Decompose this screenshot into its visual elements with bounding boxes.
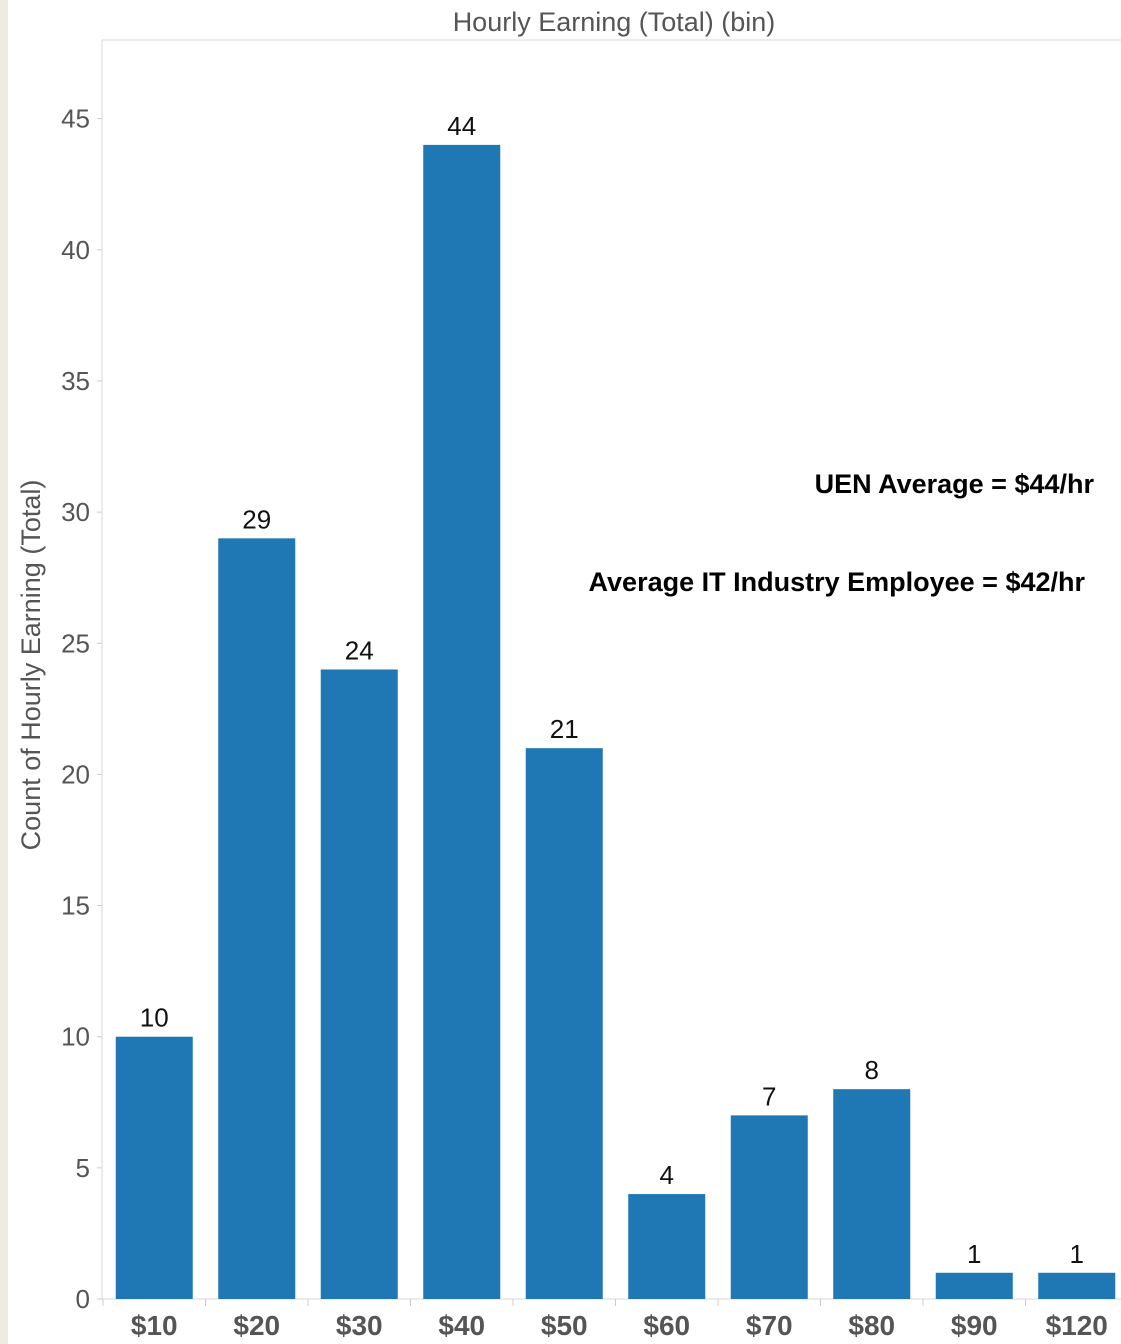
data-label: 24 (345, 635, 374, 665)
y-tick-label: 40 (61, 235, 90, 265)
bar-40 (423, 144, 501, 1299)
bar-30 (320, 669, 398, 1299)
data-label: 4 (660, 1160, 674, 1190)
x-category-label: $70 (746, 1310, 793, 1341)
y-tick-label: 45 (61, 104, 90, 134)
data-label: 8 (865, 1055, 879, 1085)
data-label: 7 (762, 1081, 776, 1111)
bar-50 (525, 748, 603, 1299)
bars (115, 144, 1116, 1299)
data-labels: 10 29 24 44 21 4 7 8 1 1 (140, 111, 1084, 1269)
bar-120 (1038, 1272, 1116, 1299)
y-tick-label: 20 (61, 759, 90, 789)
uen-average-annotation: UEN Average = $44/hr (815, 469, 1095, 499)
data-label: 29 (242, 504, 271, 534)
y-tick-label: 0 (76, 1284, 90, 1314)
data-label: 10 (140, 1003, 169, 1033)
x-category-label: $30 (336, 1310, 383, 1341)
data-label: 21 (550, 714, 579, 744)
x-category-label: $50 (541, 1310, 588, 1341)
y-axis-ticks: 0 5 10 15 20 25 30 35 40 45 (61, 104, 102, 1314)
x-category-label: $120 (1046, 1310, 1108, 1341)
y-tick-label: 30 (61, 497, 90, 527)
y-tick-label: 35 (61, 366, 90, 396)
chart-title: Hourly Earning (Total) (bin) (453, 7, 776, 37)
x-category-label: $60 (643, 1310, 690, 1341)
data-label: 1 (967, 1239, 981, 1269)
bar-70 (730, 1115, 808, 1299)
bar-60 (628, 1194, 706, 1299)
y-axis-title: Count of Hourly Earning (Total) (16, 480, 46, 851)
left-margin-strip (0, 0, 8, 1344)
x-category-label: $40 (438, 1310, 485, 1341)
x-axis-categories: $10 $20 $30 $40 $50 $60 $70 $80 $90 $120 (102, 1299, 1108, 1341)
bar-20 (218, 538, 296, 1299)
y-tick-label: 25 (61, 628, 90, 658)
y-tick-label: 15 (61, 891, 90, 921)
x-category-label: $80 (848, 1310, 895, 1341)
data-label: 44 (447, 111, 476, 141)
bar-80 (833, 1089, 911, 1299)
bar-90 (935, 1272, 1013, 1299)
it-industry-average-annotation: Average IT Industry Employee = $42/hr (589, 567, 1086, 597)
x-category-label: $10 (131, 1310, 178, 1341)
x-category-label: $90 (951, 1310, 998, 1341)
y-tick-label: 5 (76, 1153, 90, 1183)
x-category-label: $20 (233, 1310, 280, 1341)
data-label: 1 (1070, 1239, 1084, 1269)
y-tick-label: 10 (61, 1022, 90, 1052)
bar-10 (115, 1036, 193, 1299)
